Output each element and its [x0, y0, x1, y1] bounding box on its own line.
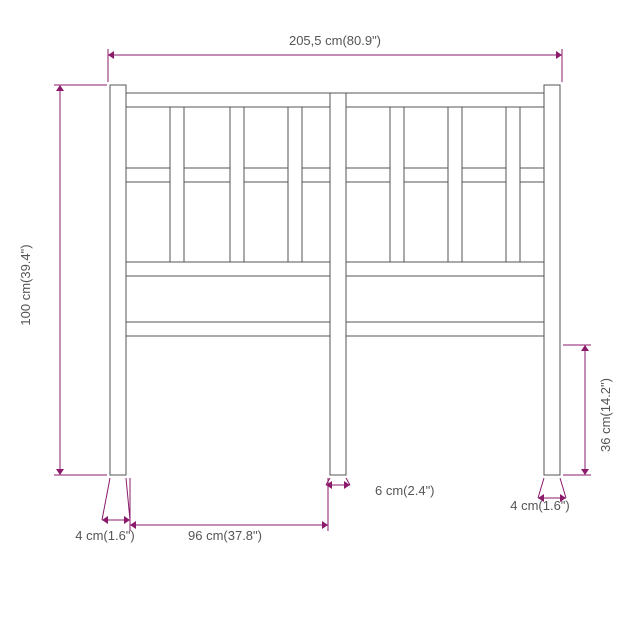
dim-left-height: 100 cm(39.4") [18, 244, 33, 325]
dim-right-post-w: 4 cm(1.6") [510, 498, 570, 513]
dim-top-width: 205,5 cm(80.9") [289, 33, 381, 48]
dim-right-leg-height: 36 cm(14.2") [598, 378, 613, 452]
dim-mid-post-w: 6 cm(2.4") [375, 483, 435, 498]
dimension-drawing: 205,5 cm(80.9") 100 cm(39.4") 36 cm(14.2")… [0, 0, 620, 620]
dim-span-96: 96 cm(37.8") [188, 528, 262, 543]
dim-left-post-w: 4 cm(1.6") [75, 528, 135, 543]
